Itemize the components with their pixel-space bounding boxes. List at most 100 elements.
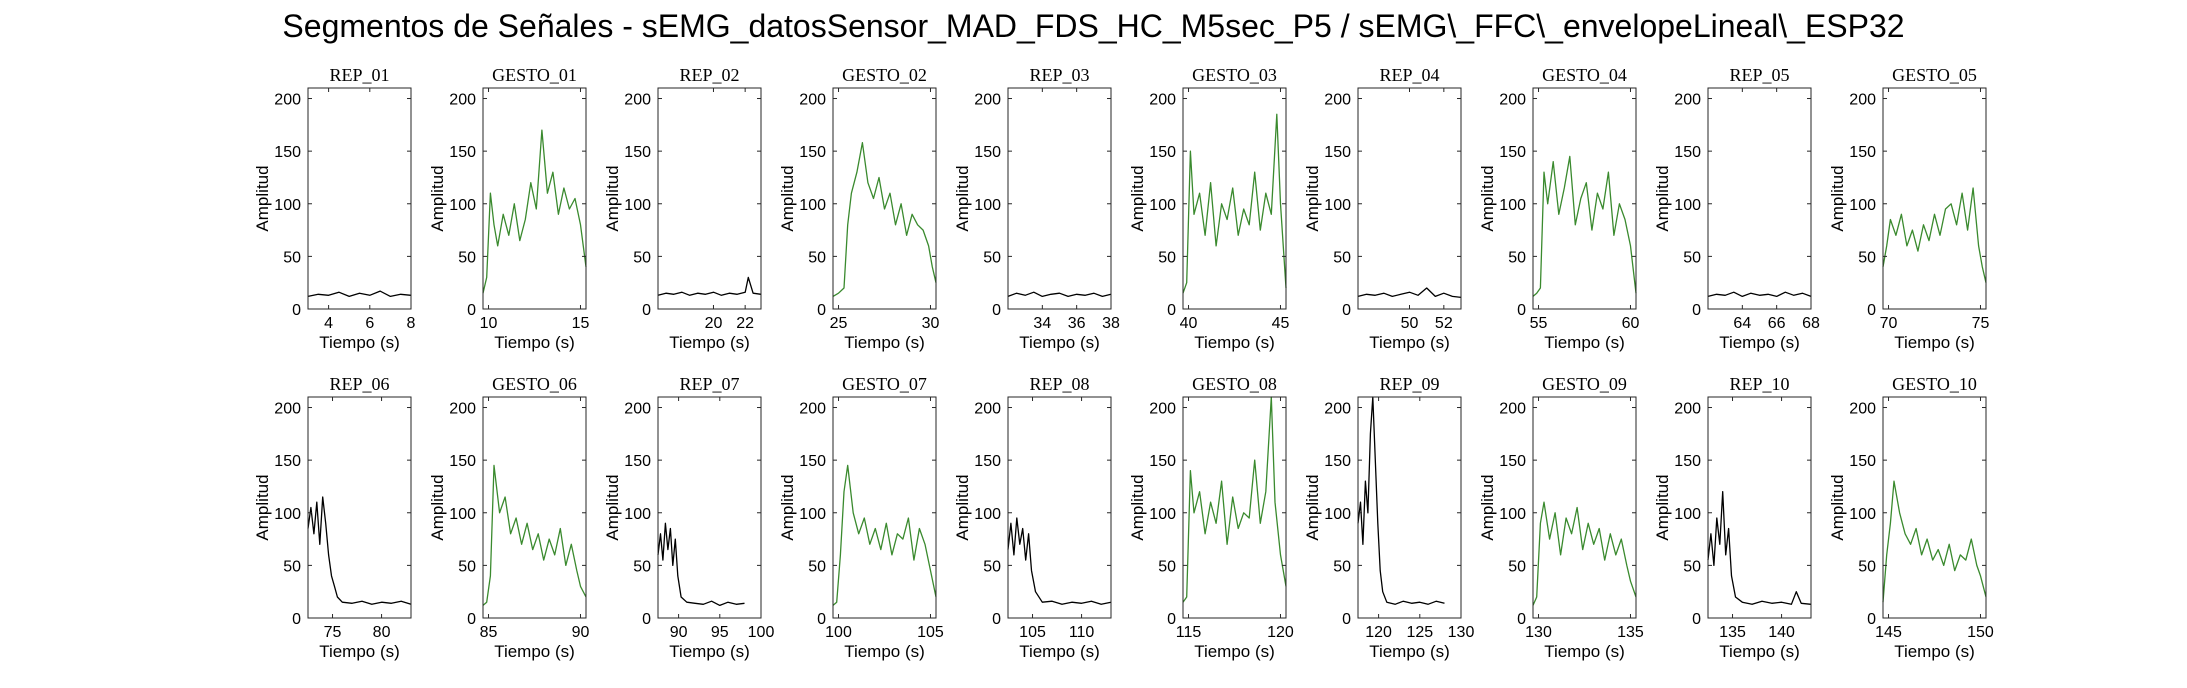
y-axis-label: Amplitud [1653, 474, 1672, 540]
x-axis-label: Tiempo (s) [319, 333, 400, 352]
axes-frame [1182, 396, 1287, 619]
x-axis-label: Tiempo (s) [1019, 642, 1100, 661]
subplot-gesto-01: 0 50 100 150 200 10 15 GESTO_01 Tiempo (s) Amplit… [428, 65, 589, 352]
subplot-title: REP_08 [1029, 374, 1089, 394]
x-tick-label: 130 [1448, 624, 1475, 641]
x-tick-label: 90 [572, 624, 590, 641]
y-tick-label: 100 [974, 506, 1001, 523]
series-line [1357, 287, 1462, 299]
y-tick-label: 200 [974, 92, 1001, 109]
subplot-gesto-07: 0 50 100 150 200 100 105 GESTO_07 Tiempo (s) Ampl… [778, 374, 944, 661]
series-line [1707, 291, 1812, 298]
y-tick-label: 150 [799, 144, 826, 161]
y-tick-label: 0 [992, 302, 1001, 319]
y-tick-label: 150 [1324, 144, 1351, 161]
x-axis-label: Tiempo (s) [1719, 642, 1800, 661]
subplot-gesto-04: 0 50 100 150 200 55 60 GESTO_04 Tiempo (s) Amplit… [1478, 65, 1639, 352]
y-tick-label: 150 [974, 453, 1001, 470]
x-tick-label: 100 [825, 624, 852, 641]
subplot-rep-01: 0 50 100 150 200 4 6 8 REP_01 Tiempo (s) Amplitud [253, 65, 416, 352]
axes-frame [1882, 87, 1987, 310]
y-tick-label: 200 [274, 92, 301, 109]
y-tick-label: 200 [449, 401, 476, 418]
y-tick-label: 150 [274, 453, 301, 470]
y-tick-label: 100 [1324, 506, 1351, 523]
subplot-title: GESTO_04 [1542, 65, 1627, 85]
y-tick-label: 0 [467, 302, 476, 319]
y-tick-label: 50 [1858, 249, 1876, 266]
axes-frame [657, 87, 762, 310]
subplot-title: REP_01 [329, 65, 389, 85]
y-tick-label: 100 [274, 506, 301, 523]
x-tick-label: 52 [1435, 315, 1453, 332]
axes-frame [1182, 87, 1287, 310]
x-axis-label: Tiempo (s) [1544, 333, 1625, 352]
y-tick-label: 50 [1683, 558, 1701, 575]
y-tick-label: 50 [808, 249, 826, 266]
y-tick-label: 100 [624, 197, 651, 214]
subplot-gesto-10: 0 50 100 150 200 145 150 GESTO_10 Tiempo (s) Ampl… [1828, 374, 1994, 661]
y-tick-label: 50 [1333, 249, 1351, 266]
subplot-gesto-06: 0 50 100 150 200 85 90 GESTO_06 Tiempo (s) Amplit… [428, 374, 589, 661]
y-axis-label: Amplitud [428, 165, 447, 231]
y-tick-label: 100 [1149, 197, 1176, 214]
x-tick-label: 95 [711, 624, 729, 641]
subplot-title: GESTO_08 [1192, 374, 1277, 394]
y-tick-label: 0 [467, 611, 476, 628]
x-tick-label: 75 [324, 624, 342, 641]
x-tick-label: 45 [1272, 315, 1290, 332]
subplot-title: REP_06 [329, 374, 389, 394]
y-tick-label: 150 [274, 144, 301, 161]
x-tick-label: 105 [1019, 624, 1046, 641]
subplot-rep-07: 0 50 100 150 200 90 95 100 REP_07 Tiempo (s) Ampli… [603, 374, 774, 661]
series-line [307, 290, 412, 298]
x-tick-label: 120 [1365, 624, 1392, 641]
subplot-title: REP_09 [1379, 374, 1439, 394]
y-tick-label: 200 [1499, 92, 1526, 109]
y-axis-label: Amplitud [1128, 474, 1147, 540]
x-axis-label: Tiempo (s) [1544, 642, 1625, 661]
y-tick-label: 100 [1674, 197, 1701, 214]
series-line [832, 464, 937, 606]
x-tick-label: 8 [407, 315, 416, 332]
y-tick-label: 0 [1692, 302, 1701, 319]
subplot-title: GESTO_10 [1892, 374, 1977, 394]
x-tick-label: 125 [1406, 624, 1433, 641]
y-tick-label: 200 [1324, 92, 1351, 109]
subplot-title: GESTO_01 [492, 65, 577, 85]
y-tick-label: 0 [642, 302, 651, 319]
y-tick-label: 50 [983, 558, 1001, 575]
y-tick-label: 100 [624, 506, 651, 523]
x-axis-label: Tiempo (s) [1894, 642, 1975, 661]
y-tick-label: 50 [283, 249, 301, 266]
y-axis-label: Amplitud [1303, 474, 1322, 540]
x-axis-label: Tiempo (s) [494, 333, 575, 352]
x-tick-label: 6 [365, 315, 374, 332]
y-tick-label: 100 [1849, 197, 1876, 214]
y-axis-label: Amplitud [603, 474, 622, 540]
y-tick-label: 50 [283, 558, 301, 575]
y-tick-label: 150 [1499, 453, 1526, 470]
series-line [482, 129, 587, 294]
y-tick-label: 200 [274, 401, 301, 418]
y-tick-label: 200 [1149, 401, 1176, 418]
y-tick-label: 0 [1167, 611, 1176, 628]
y-tick-label: 50 [1158, 249, 1176, 266]
series-line [1532, 501, 1637, 606]
y-axis-label: Amplitud [428, 474, 447, 540]
x-tick-label: 66 [1768, 315, 1786, 332]
x-axis-label: Tiempo (s) [1894, 333, 1975, 352]
y-tick-label: 50 [1508, 558, 1526, 575]
axes-frame [307, 396, 412, 619]
subplot-rep-03: 0 50 100 150 200 34 36 38 REP_03 Tiempo (s) Amplit… [953, 65, 1120, 352]
x-tick-label: 135 [1719, 624, 1746, 641]
subplot-rep-06: 0 50 100 150 200 75 80 REP_06 Tiempo (s) Amplitud [253, 374, 412, 661]
subplot-title: GESTO_05 [1892, 65, 1977, 85]
x-tick-label: 115 [1176, 624, 1202, 641]
x-axis-label: Tiempo (s) [1719, 333, 1800, 352]
subplot-rep-09: 0 50 100 150 200 120 125 130 REP_09 Tiempo (s) Amp… [1303, 374, 1474, 661]
subplot-title: GESTO_09 [1542, 374, 1627, 394]
x-tick-label: 55 [1530, 315, 1548, 332]
subplot-title: GESTO_06 [492, 374, 577, 394]
y-tick-label: 200 [624, 92, 651, 109]
